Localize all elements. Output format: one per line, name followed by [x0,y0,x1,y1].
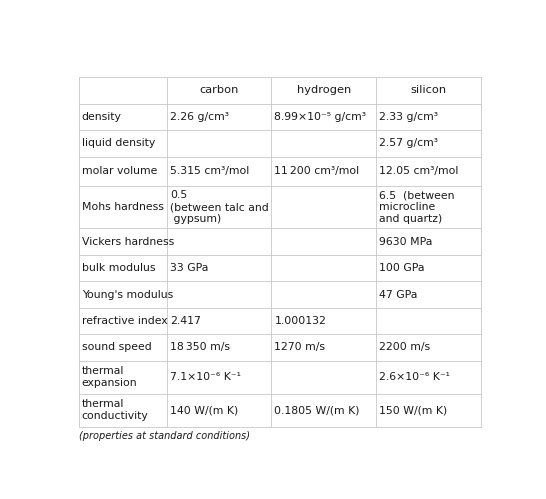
Text: 2.6×10⁻⁶ K⁻¹: 2.6×10⁻⁶ K⁻¹ [379,372,450,382]
Text: 6.5  (between
microcline
and quartz): 6.5 (between microcline and quartz) [379,190,455,224]
Text: silicon: silicon [411,85,447,95]
Text: 150 W/(m K): 150 W/(m K) [379,405,447,415]
Text: 140 W/(m K): 140 W/(m K) [170,405,238,415]
Text: Young's modulus: Young's modulus [82,289,173,299]
Text: 100 GPa: 100 GPa [379,263,425,273]
Text: 9630 MPa: 9630 MPa [379,237,432,247]
Text: hydrogen: hydrogen [296,85,351,95]
Text: 33 GPa: 33 GPa [170,263,208,273]
Text: (properties at standard conditions): (properties at standard conditions) [79,432,250,442]
Text: 2.417: 2.417 [170,316,201,326]
Text: 2.26 g/cm³: 2.26 g/cm³ [170,112,229,122]
Text: thermal
conductivity: thermal conductivity [82,399,149,421]
Text: Mohs hardness: Mohs hardness [82,202,164,212]
Text: 12.05 cm³/mol: 12.05 cm³/mol [379,166,459,176]
Text: 11 200 cm³/mol: 11 200 cm³/mol [275,166,360,176]
Text: thermal
expansion: thermal expansion [82,366,138,388]
Text: 0.1805 W/(m K): 0.1805 W/(m K) [275,405,360,415]
Text: sound speed: sound speed [82,342,152,352]
Text: 8.99×10⁻⁵ g/cm³: 8.99×10⁻⁵ g/cm³ [275,112,366,122]
Text: carbon: carbon [199,85,239,95]
Text: 5.315 cm³/mol: 5.315 cm³/mol [170,166,249,176]
Text: 7.1×10⁻⁶ K⁻¹: 7.1×10⁻⁶ K⁻¹ [170,372,241,382]
Text: 2200 m/s: 2200 m/s [379,342,430,352]
Text: liquid density: liquid density [82,138,155,148]
Text: refractive index: refractive index [82,316,168,326]
Text: Vickers hardness: Vickers hardness [82,237,174,247]
Text: 18 350 m/s: 18 350 m/s [170,342,230,352]
Text: 47 GPa: 47 GPa [379,289,418,299]
Text: 0.5
(between talc and
 gypsum): 0.5 (between talc and gypsum) [170,190,269,224]
Text: 2.57 g/cm³: 2.57 g/cm³ [379,138,438,148]
Text: 1270 m/s: 1270 m/s [275,342,325,352]
Text: bulk modulus: bulk modulus [82,263,155,273]
Text: molar volume: molar volume [82,166,157,176]
Text: 2.33 g/cm³: 2.33 g/cm³ [379,112,438,122]
Text: density: density [82,112,122,122]
Text: 1.000132: 1.000132 [275,316,327,326]
